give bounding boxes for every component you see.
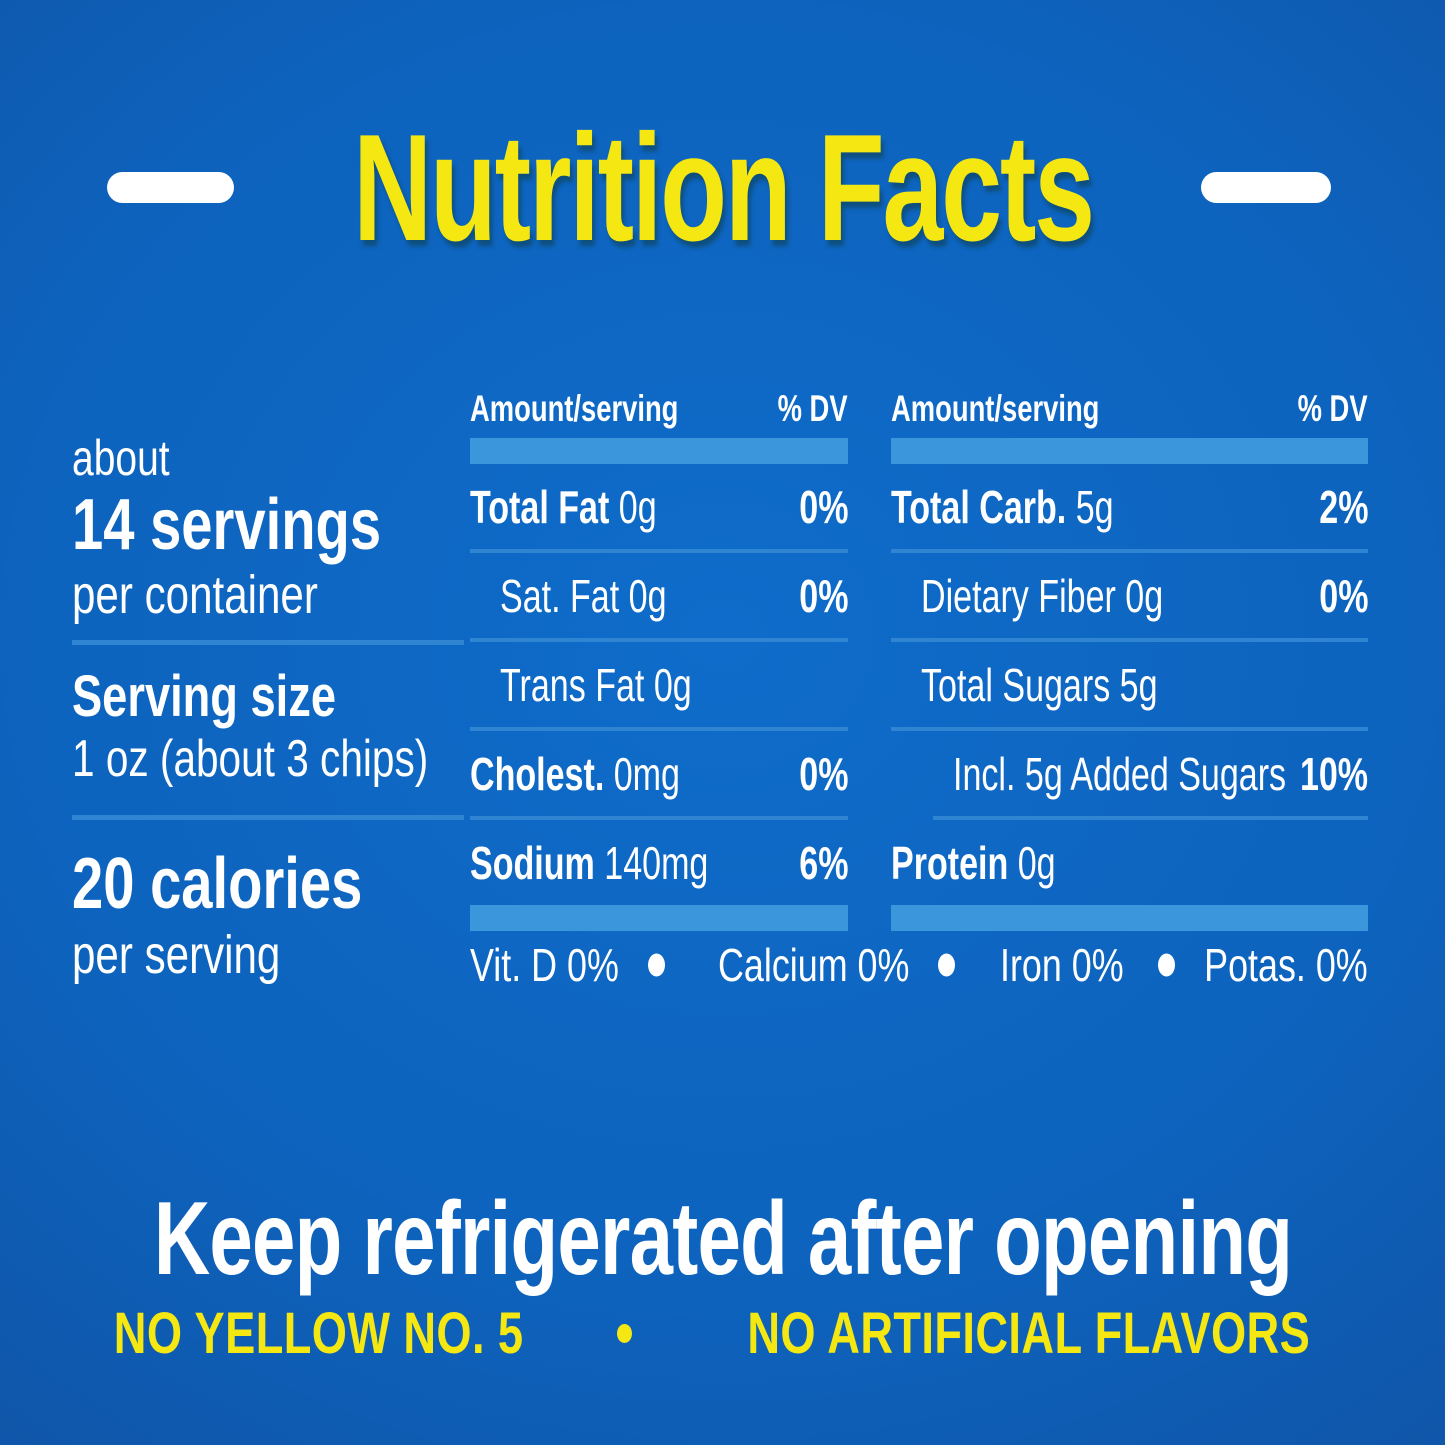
nutrient-name-bold: Total Carb.	[891, 480, 1067, 533]
serving-size-value: 1 oz (about 3 chips)	[72, 730, 429, 788]
micronutrient-row: Vit. D 0% Calcium 0% Iron 0% Potas. 0%	[470, 936, 1368, 994]
row-divider	[891, 727, 1368, 731]
nutrient-amount: Sat. Fat 0g	[500, 569, 667, 622]
page-title: Nutrition Facts	[352, 103, 1095, 273]
table-row-protein: Protein 0g	[891, 820, 1368, 905]
table-row-trans-fat: Trans Fat 0g	[470, 642, 848, 727]
table-row-sat-fat: Sat. Fat 0g 0%	[470, 553, 848, 638]
section-bar	[470, 905, 848, 931]
serving-size-label: Serving size	[72, 664, 337, 729]
calories-per-label: per serving	[72, 925, 281, 985]
potassium-value: Potas. 0%	[1204, 939, 1368, 991]
nutrient-name: Sat. Fat 0g	[500, 569, 667, 623]
title-dash-left-icon	[107, 172, 234, 203]
nutrient-amount: Total Sugars 5g	[921, 658, 1158, 711]
table-row-total-carb: Total Carb. 5g 2%	[891, 464, 1368, 549]
nutrient-amount: 140mg	[594, 836, 709, 889]
row-divider	[470, 549, 848, 553]
column-header: Amount/serving % DV	[891, 380, 1368, 438]
section-bar	[891, 905, 1368, 931]
nutrient-amount: 0mg	[604, 747, 680, 800]
nutrient-amount: 0g	[1008, 836, 1056, 889]
section-bar	[891, 438, 1368, 464]
calcium-value: Calcium 0%	[718, 939, 910, 991]
claims-row: NO YELLOW NO. 5 NO ARTIFICIAL FLAVORS	[0, 1300, 1445, 1367]
nutrient-column-left: Amount/serving % DV Total Fat 0g 0% Sat.…	[470, 380, 848, 931]
table-row-total-fat: Total Fat 0g 0%	[470, 464, 848, 549]
bullet-separator-icon	[938, 953, 955, 977]
title-dash-right-icon	[1201, 172, 1331, 203]
nutrient-name: Incl. 5g Added Sugars	[953, 747, 1286, 801]
dv-header: % DV	[1298, 388, 1368, 429]
amount-serving-header: Amount/serving	[891, 388, 1100, 429]
nutrient-name: Dietary Fiber 0g	[921, 569, 1163, 623]
nutrient-name-bold: Sodium	[470, 836, 595, 889]
nutrient-amount: 0g	[609, 480, 657, 533]
table-row-total-sugars: Total Sugars 5g	[891, 642, 1368, 727]
servings-count: 14 servings	[72, 485, 382, 565]
nutrient-name: Total Sugars 5g	[921, 658, 1158, 712]
serving-info-panel: about 14 servings per container Serving …	[72, 430, 464, 986]
nutrient-name: Total Fat 0g	[470, 480, 657, 534]
nutrient-name-bold: Total Fat	[470, 480, 610, 533]
iron-value: Iron 0%	[1000, 939, 1124, 991]
row-divider	[891, 638, 1368, 642]
dv-value: 0%	[798, 569, 848, 622]
bullet-separator-icon	[648, 953, 665, 977]
divider	[72, 640, 464, 645]
row-divider-indented	[933, 816, 1368, 820]
nutrient-column-right: Amount/serving % DV Total Carb. 5g 2% Di…	[891, 380, 1368, 931]
nutrient-name-bold: Cholest.	[470, 747, 605, 800]
row-divider	[470, 816, 848, 820]
dv-value: 0%	[798, 747, 848, 800]
dv-value: 0%	[798, 480, 848, 533]
dv-value: 0%	[1318, 569, 1368, 622]
table-row-cholesterol: Cholest. 0mg 0%	[470, 731, 848, 816]
claim-no-yellow5: NO YELLOW NO. 5	[113, 1301, 524, 1366]
bullet-separator-icon	[616, 1324, 632, 1343]
amount-serving-header: Amount/serving	[470, 388, 679, 429]
dv-header: % DV	[778, 388, 848, 429]
calories-value: 20 calories	[72, 844, 363, 924]
dv-value: 2%	[1318, 480, 1368, 533]
servings-per-label: per container	[72, 565, 318, 625]
nutrient-name-bold: Protein	[891, 836, 1009, 889]
table-row-dietary-fiber: Dietary Fiber 0g 0%	[891, 553, 1368, 638]
row-divider	[891, 549, 1368, 553]
table-row-sodium: Sodium 140mg 6%	[470, 820, 848, 905]
nutrient-name: Total Carb. 5g	[891, 480, 1114, 534]
section-bar	[470, 438, 848, 464]
nutrient-name: Protein 0g	[891, 836, 1056, 890]
dv-value: 6%	[798, 836, 848, 889]
nutrient-amount: Trans Fat 0g	[500, 658, 692, 711]
table-row-added-sugars: Incl. 5g Added Sugars 10%	[891, 731, 1368, 816]
vitamin-d-value: Vit. D 0%	[470, 939, 619, 991]
divider	[72, 815, 464, 820]
nutrient-name: Trans Fat 0g	[500, 658, 692, 712]
nutrient-amount: Incl. 5g Added Sugars	[953, 747, 1287, 800]
column-header: Amount/serving % DV	[470, 380, 848, 438]
servings-about-label: about	[72, 430, 170, 486]
nutrient-name: Cholest. 0mg	[470, 747, 680, 801]
nutrient-amount: Dietary Fiber 0g	[921, 569, 1164, 622]
row-divider	[470, 638, 848, 642]
nutrient-name: Sodium 140mg	[470, 836, 708, 890]
nutrient-amount: 5g	[1066, 480, 1114, 533]
storage-instruction: Keep refrigerated after opening	[153, 1181, 1292, 1297]
row-divider	[470, 727, 848, 731]
claim-no-artificial-flavors: NO ARTIFICIAL FLAVORS	[747, 1301, 1311, 1366]
dv-value: 10%	[1299, 747, 1368, 800]
bullet-separator-icon	[1158, 953, 1175, 977]
